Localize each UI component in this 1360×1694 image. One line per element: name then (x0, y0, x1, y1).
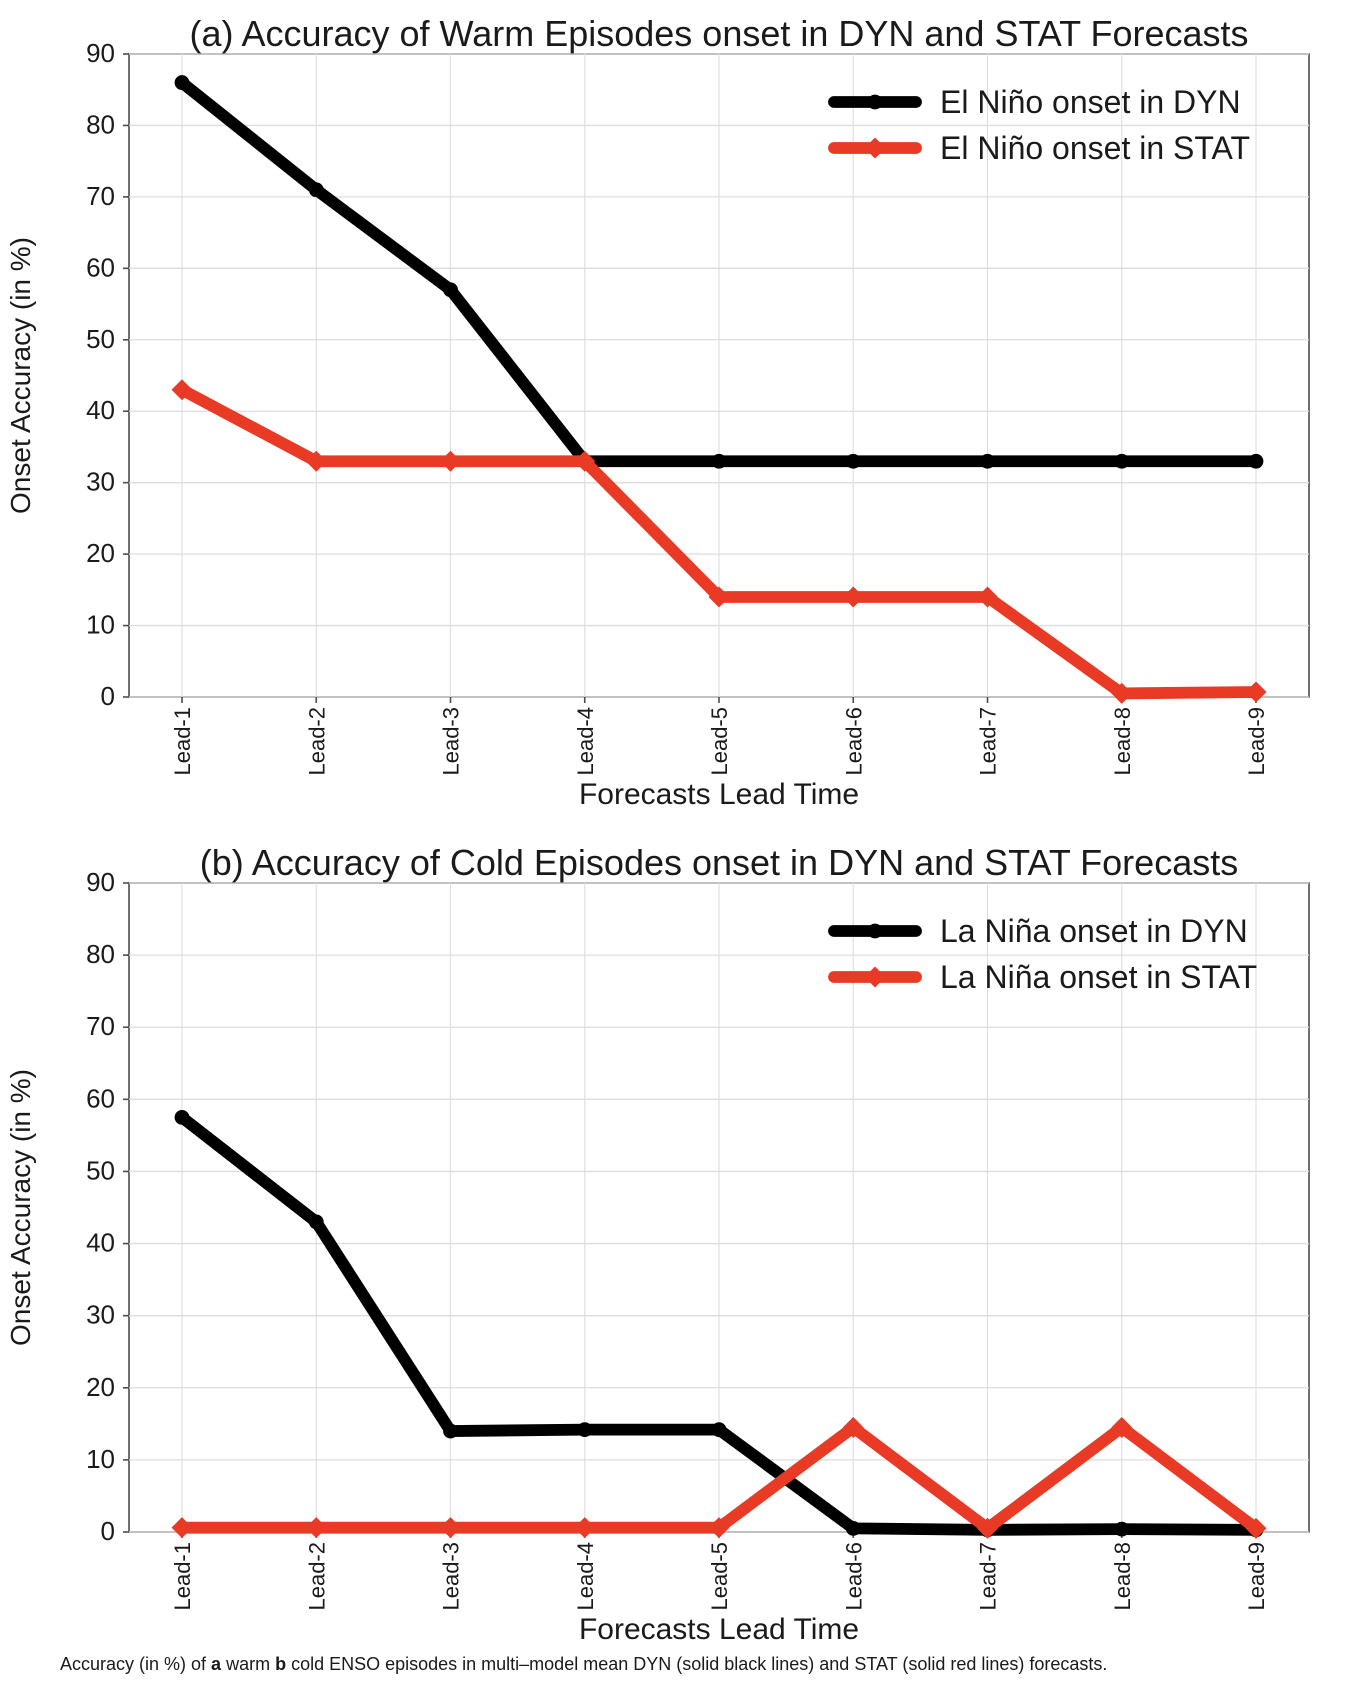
svg-text:50: 50 (86, 1155, 115, 1185)
svg-text:60: 60 (86, 252, 115, 282)
svg-text:Lead-8: Lead-8 (1110, 707, 1135, 776)
svg-text:90: 90 (86, 867, 115, 897)
svg-text:0: 0 (101, 1516, 115, 1546)
svg-text:Lead-2: Lead-2 (304, 1542, 329, 1611)
svg-text:La Niña onset in STAT: La Niña onset in STAT (940, 959, 1257, 995)
svg-text:Accuracy (in %) of a warm b co: Accuracy (in %) of a warm b cold ENSO ep… (60, 1654, 1107, 1674)
svg-text:Forecasts Lead Time: Forecasts Lead Time (579, 778, 859, 811)
svg-text:Lead-4: Lead-4 (573, 1542, 598, 1611)
svg-text:El Niño onset in DYN: El Niño onset in DYN (940, 84, 1241, 120)
svg-text:Lead-5: Lead-5 (707, 707, 732, 776)
svg-text:20: 20 (86, 538, 115, 568)
svg-text:Lead-6: Lead-6 (841, 707, 866, 776)
svg-text:Lead-1: Lead-1 (170, 1542, 195, 1611)
svg-text:70: 70 (86, 1011, 115, 1041)
svg-text:Lead-3: Lead-3 (439, 707, 464, 776)
svg-text:Lead-7: Lead-7 (976, 1542, 1001, 1611)
svg-text:20: 20 (86, 1372, 115, 1402)
svg-text:50: 50 (86, 324, 115, 354)
svg-text:(b) Accuracy of Cold Episodes: (b) Accuracy of Cold Episodes onset in D… (200, 842, 1238, 883)
svg-text:80: 80 (86, 939, 115, 969)
svg-text:Lead-8: Lead-8 (1110, 1542, 1135, 1611)
svg-text:60: 60 (86, 1083, 115, 1113)
svg-text:(a) Accuracy of Warm Episodes: (a) Accuracy of Warm Episodes onset in D… (189, 13, 1248, 54)
svg-text:Lead-9: Lead-9 (1244, 707, 1269, 776)
svg-text:Lead-2: Lead-2 (304, 707, 329, 776)
svg-text:El Niño onset in STAT: El Niño onset in STAT (940, 130, 1250, 166)
svg-text:70: 70 (86, 181, 115, 211)
svg-text:Lead-3: Lead-3 (439, 1542, 464, 1611)
svg-text:Lead-6: Lead-6 (841, 1542, 866, 1611)
svg-text:Lead-4: Lead-4 (573, 707, 598, 776)
svg-text:0: 0 (101, 681, 115, 711)
svg-text:40: 40 (86, 395, 115, 425)
svg-text:10: 10 (86, 610, 115, 640)
svg-text:Onset Accuracy (in %): Onset Accuracy (in %) (5, 237, 36, 514)
svg-text:La Niña onset in DYN: La Niña onset in DYN (940, 913, 1248, 949)
svg-text:90: 90 (86, 38, 115, 68)
svg-text:Forecasts Lead Time: Forecasts Lead Time (579, 1613, 859, 1646)
svg-text:80: 80 (86, 109, 115, 139)
svg-text:Lead-5: Lead-5 (707, 1542, 732, 1611)
svg-text:30: 30 (86, 1300, 115, 1330)
svg-text:Onset Accuracy (in %): Onset Accuracy (in %) (5, 1069, 36, 1346)
svg-text:30: 30 (86, 467, 115, 497)
svg-text:40: 40 (86, 1228, 115, 1258)
svg-text:Lead-7: Lead-7 (976, 707, 1001, 776)
svg-text:Lead-1: Lead-1 (170, 707, 195, 776)
svg-text:10: 10 (86, 1444, 115, 1474)
svg-text:Lead-9: Lead-9 (1244, 1542, 1269, 1611)
